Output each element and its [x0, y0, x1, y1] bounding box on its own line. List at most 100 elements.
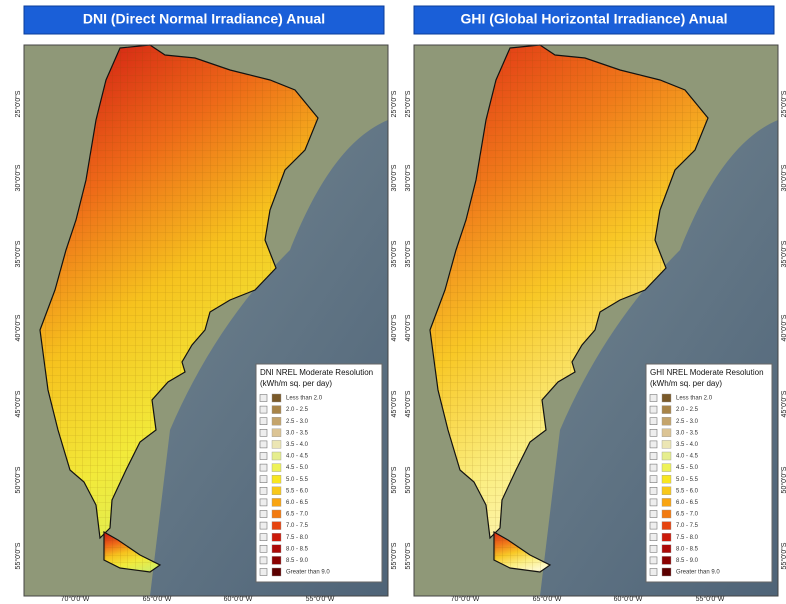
- legend-check: [259, 498, 268, 507]
- lat-label: 30°0'0"S: [14, 164, 22, 191]
- legend-swatch: [661, 440, 672, 449]
- lon-label: 70°0'0"W: [61, 595, 90, 603]
- legend-swatch: [271, 556, 282, 565]
- legend-swatch: [271, 533, 282, 542]
- lon-label: 60°0'0"W: [224, 595, 253, 603]
- legend-swatch: [661, 451, 672, 461]
- banner: [23, 5, 385, 35]
- panel-title: DNI (Direct Normal Irradiance) Anual: [83, 11, 325, 27]
- lat-label: 45°0'0"S: [404, 390, 412, 417]
- lat-label: 45°0'0"S: [390, 390, 398, 417]
- lat-label: 50°0'0"S: [14, 466, 22, 493]
- legend-item: 6.0 - 6.5: [676, 500, 699, 506]
- panel-frame: [413, 44, 779, 597]
- lat-label: 40°0'0"S: [14, 314, 22, 341]
- legend-swatch: [661, 521, 672, 530]
- legend-swatch: [271, 567, 282, 577]
- grid-overlay: [430, 45, 708, 538]
- legend-check: [259, 521, 268, 530]
- legend-item: 6.5 - 7.0: [286, 512, 309, 518]
- legend-swatch: [661, 405, 672, 414]
- legend-check: [259, 486, 268, 495]
- legend-item: Greater than 9.0: [286, 570, 330, 576]
- legend-check: [649, 544, 658, 553]
- legend-item: 5.5 - 6.0: [286, 488, 309, 494]
- legend-item: Greater than 9.0: [676, 570, 720, 576]
- legend-swatch: [271, 428, 282, 437]
- legend-item: 6.5 - 7.0: [676, 512, 699, 518]
- lat-label: 30°0'0"S: [780, 164, 786, 191]
- legend-unit: (kWh/m sq. per day): [650, 379, 722, 388]
- legend-swatch: [661, 533, 672, 542]
- lon-label: 55°0'0"W: [306, 595, 335, 603]
- legend-check: [649, 452, 658, 460]
- legend-check: [649, 533, 658, 542]
- legend-check: [649, 394, 658, 402]
- legend-check: [259, 568, 268, 576]
- legend-swatch: [271, 509, 282, 519]
- legend-item: 4.0 - 4.5: [286, 454, 309, 460]
- legend-swatch: [271, 486, 282, 495]
- legend-swatch: [661, 417, 672, 426]
- legend-item: 5.5 - 6.0: [676, 488, 699, 494]
- legend-check: [649, 463, 658, 472]
- lat-label: 45°0'0"S: [14, 390, 22, 417]
- lat-label: 40°0'0"S: [390, 314, 398, 341]
- lat-label: 40°0'0"S: [404, 314, 412, 341]
- legend-item: 8.0 - 8.5: [286, 546, 309, 552]
- legend-item: 7.5 - 8.0: [286, 535, 309, 541]
- grid-overlay: [40, 45, 318, 538]
- lat-label: 55°0'0"S: [14, 542, 22, 569]
- legend-item: 2.5 - 3.0: [676, 419, 699, 425]
- lat-label: 30°0'0"S: [404, 164, 412, 191]
- panel-frame: [23, 44, 389, 597]
- legend-check: [649, 486, 658, 495]
- lon-label: 55°0'0"W: [696, 595, 725, 603]
- legend-item: 7.0 - 7.5: [286, 523, 309, 529]
- legend-item: 5.0 - 5.5: [676, 477, 699, 483]
- lat-label: 55°0'0"S: [404, 542, 412, 569]
- legend-check: [259, 428, 268, 437]
- legend-item: 6.0 - 6.5: [286, 500, 309, 506]
- legend-check: [259, 510, 268, 518]
- lon-label: 65°0'0"W: [143, 595, 172, 603]
- legend-check: [259, 463, 268, 472]
- lon-label: 70°0'0"W: [451, 595, 480, 603]
- lon-label: 65°0'0"W: [533, 595, 562, 603]
- legend-swatch: [271, 544, 282, 553]
- legend-check: [259, 475, 268, 484]
- lat-label: 30°0'0"S: [390, 164, 398, 191]
- legend-swatch: [661, 393, 672, 403]
- legend-check: [259, 544, 268, 553]
- lat-label: 45°0'0"S: [780, 390, 786, 417]
- lat-label: 25°0'0"S: [404, 90, 412, 117]
- lat-label: 25°0'0"S: [780, 90, 786, 117]
- legend-swatch: [271, 463, 282, 472]
- legend-swatch: [661, 486, 672, 495]
- legend-swatch: [661, 544, 672, 553]
- legend-check: [649, 568, 658, 576]
- legend-item: 3.5 - 4.0: [676, 442, 699, 448]
- lat-label: 50°0'0"S: [780, 466, 786, 493]
- legend-check: [649, 498, 658, 507]
- legend-check: [259, 533, 268, 542]
- legend-swatch: [271, 440, 282, 449]
- legend-unit: (kWh/m sq. per day): [260, 379, 332, 388]
- legend-check: [649, 417, 658, 426]
- legend-swatch: [271, 475, 282, 484]
- legend-item: 4.5 - 5.0: [676, 465, 699, 471]
- lat-label: 55°0'0"S: [780, 542, 786, 569]
- lat-label: 25°0'0"S: [14, 90, 22, 117]
- legend-swatch: [271, 521, 282, 530]
- map-panel: GHI (Global Horizontal Irradiance) Anual…: [404, 5, 786, 603]
- map-panel: DNI (Direct Normal Irradiance) Anual 25°0…: [14, 5, 398, 603]
- legend-item: 2.0 - 2.5: [676, 407, 699, 413]
- lat-label: 50°0'0"S: [404, 466, 412, 493]
- legend-check: [649, 440, 658, 449]
- legend-swatch: [271, 417, 282, 426]
- legend-item: Less than 2.0: [676, 396, 713, 402]
- legend-item: 7.0 - 7.5: [676, 523, 699, 529]
- lat-label: 35°0'0"S: [390, 240, 398, 267]
- legend-item: 3.5 - 4.0: [286, 442, 309, 448]
- lat-label: 40°0'0"S: [780, 314, 786, 341]
